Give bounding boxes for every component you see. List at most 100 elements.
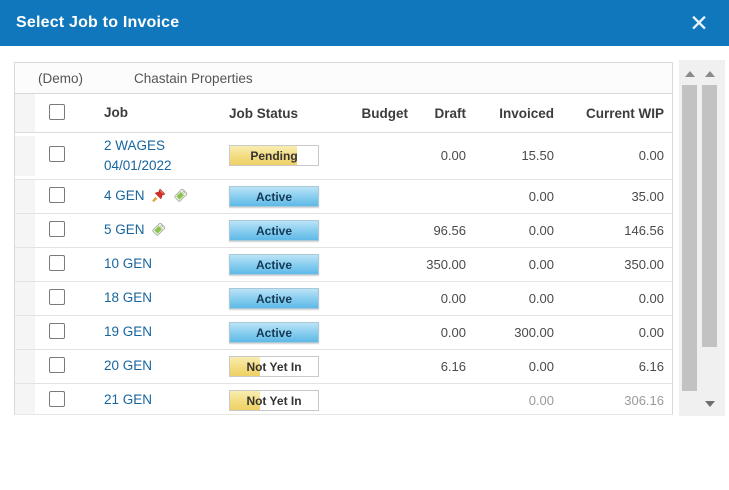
row-checkbox[interactable]: [49, 288, 65, 305]
scroll-up-icon[interactable]: [705, 71, 715, 77]
row-checkbox[interactable]: [49, 220, 65, 237]
status-cell: Not Yet In: [226, 389, 338, 411]
status-cell: Pending: [226, 145, 338, 167]
row-check-cell: [35, 254, 91, 274]
job-cell: 4 GEN: [91, 186, 226, 206]
status-label: Active: [255, 325, 293, 340]
pushpin-icon: [152, 188, 166, 203]
column-header-job[interactable]: Job: [104, 105, 129, 121]
outer-scrollbar[interactable]: [701, 60, 718, 416]
row-check-cell: [35, 288, 91, 308]
expand-gutter: [15, 315, 35, 349]
job-link[interactable]: 18 GEN: [104, 290, 153, 306]
status-label: Active: [255, 189, 293, 204]
job-link[interactable]: 5 GEN: [104, 222, 145, 238]
job-link[interactable]: 10 GEN: [104, 256, 153, 272]
table-row: 20 GEN Not Yet In 6.16 0.00 6.16: [15, 349, 672, 384]
row-checkbox[interactable]: [49, 322, 65, 339]
column-header-status[interactable]: Job Status: [229, 105, 299, 121]
table-row: 19 GEN Active 0.00 300.00 0.00: [15, 315, 672, 350]
column-header-budget[interactable]: Budget: [361, 105, 409, 121]
job-link[interactable]: 4 GEN: [104, 188, 145, 204]
job-cell: 18 GEN: [91, 288, 226, 308]
draft-value: 96.56: [433, 222, 466, 238]
table-row: 18 GEN Active 0.00 0.00 0.00: [15, 281, 672, 316]
status-cell: Active: [226, 287, 338, 309]
tag-icon: [174, 189, 187, 202]
status-label: Not Yet In: [246, 359, 302, 374]
job-cell: 10 GEN: [91, 254, 226, 274]
row-checkbox[interactable]: [49, 254, 65, 271]
status-cell: Not Yet In: [226, 355, 338, 377]
status-badge: Not Yet In: [229, 355, 319, 377]
status-badge: Active: [229, 185, 319, 207]
expand-gutter: [15, 281, 35, 315]
demo-label: (Demo): [38, 70, 84, 86]
status-badge: Active: [229, 287, 319, 309]
header-check-cell: [35, 103, 91, 123]
table-body: 2 WAGES 04/01/2022 Pending 0.00 15.50 0.…: [15, 133, 672, 414]
row-check-cell: [35, 356, 91, 376]
job-table: (Demo) Chastain Properties Job Job Statu…: [14, 62, 673, 415]
close-icon[interactable]: ✕: [689, 9, 709, 36]
expand-gutter: [15, 136, 35, 176]
expand-gutter: [15, 383, 35, 414]
invoiced-value: 15.50: [521, 148, 554, 164]
column-header-wip[interactable]: Current WIP: [585, 105, 664, 121]
status-badge: Pending: [229, 145, 319, 167]
status-label: Active: [255, 257, 293, 272]
job-link[interactable]: 21 GEN: [104, 392, 153, 408]
job-cell: 2 WAGES 04/01/2022: [91, 136, 226, 176]
inner-scrollbar-thumb[interactable]: [682, 85, 697, 391]
wip-value: 146.56: [624, 222, 664, 238]
dialog-titlebar: Select Job to Invoice ✕: [0, 0, 729, 46]
outer-scrollbar-thumb[interactable]: [702, 85, 717, 347]
column-header-invoiced[interactable]: Invoiced: [499, 105, 554, 121]
tag-icon: [152, 223, 166, 236]
draft-value: 0.00: [440, 148, 466, 164]
wip-value: 35.00: [631, 188, 664, 204]
draft-value: 0.00: [440, 324, 466, 340]
job-link[interactable]: 20 GEN: [104, 358, 153, 374]
job-cell: 5 GEN: [91, 220, 226, 240]
dialog-title: Select Job to Invoice: [16, 14, 180, 31]
table-row: 4 GEN Active 0.00 35.00: [15, 179, 672, 214]
invoiced-value: 0.00: [528, 358, 554, 374]
table-row: 5 GEN Active 96.56 0.00 146.56: [15, 213, 672, 248]
status-badge: Active: [229, 219, 319, 241]
status-fill: [230, 146, 297, 166]
table-row: 2 WAGES 04/01/2022 Pending 0.00 15.50 0.…: [15, 133, 672, 180]
scroll-down-icon[interactable]: [705, 401, 715, 407]
scrollbar-region: [679, 60, 725, 416]
column-header-draft[interactable]: Draft: [434, 105, 466, 121]
job-cell: 19 GEN: [91, 322, 226, 342]
scroll-up-icon[interactable]: [685, 71, 695, 77]
draft-value: 0.00: [440, 290, 466, 306]
row-checkbox[interactable]: [49, 390, 65, 407]
job-link[interactable]: 19 GEN: [104, 324, 153, 340]
wip-value: 306.16: [624, 392, 664, 408]
invoiced-value: 0.00: [528, 290, 554, 306]
table-row: 10 GEN Active 350.00 0.00 350.00: [15, 247, 672, 282]
row-checkbox[interactable]: [49, 186, 65, 203]
job-link[interactable]: 2 WAGES 04/01/2022: [104, 138, 172, 173]
status-cell: Active: [226, 253, 338, 275]
wip-value: 0.00: [638, 290, 664, 306]
expand-gutter: [15, 179, 35, 213]
status-label: Active: [255, 291, 293, 306]
wip-value: 6.16: [638, 358, 664, 374]
inner-scrollbar[interactable]: [681, 60, 698, 416]
table-header-row: Job Job Status Budget Draft Invoiced Cur…: [15, 94, 672, 133]
row-check-cell: [35, 220, 91, 240]
expand-gutter: [15, 247, 35, 281]
row-checkbox[interactable]: [49, 356, 65, 373]
select-all-checkbox[interactable]: [49, 103, 65, 120]
job-icons: [145, 222, 167, 237]
invoiced-value: 0.00: [528, 392, 554, 408]
wip-value: 0.00: [638, 148, 664, 164]
company-name: Chastain Properties: [134, 70, 253, 86]
job-cell: 21 GEN: [91, 390, 226, 410]
status-label: Not Yet In: [246, 393, 302, 408]
status-cell: Active: [226, 219, 338, 241]
row-checkbox[interactable]: [49, 146, 65, 163]
